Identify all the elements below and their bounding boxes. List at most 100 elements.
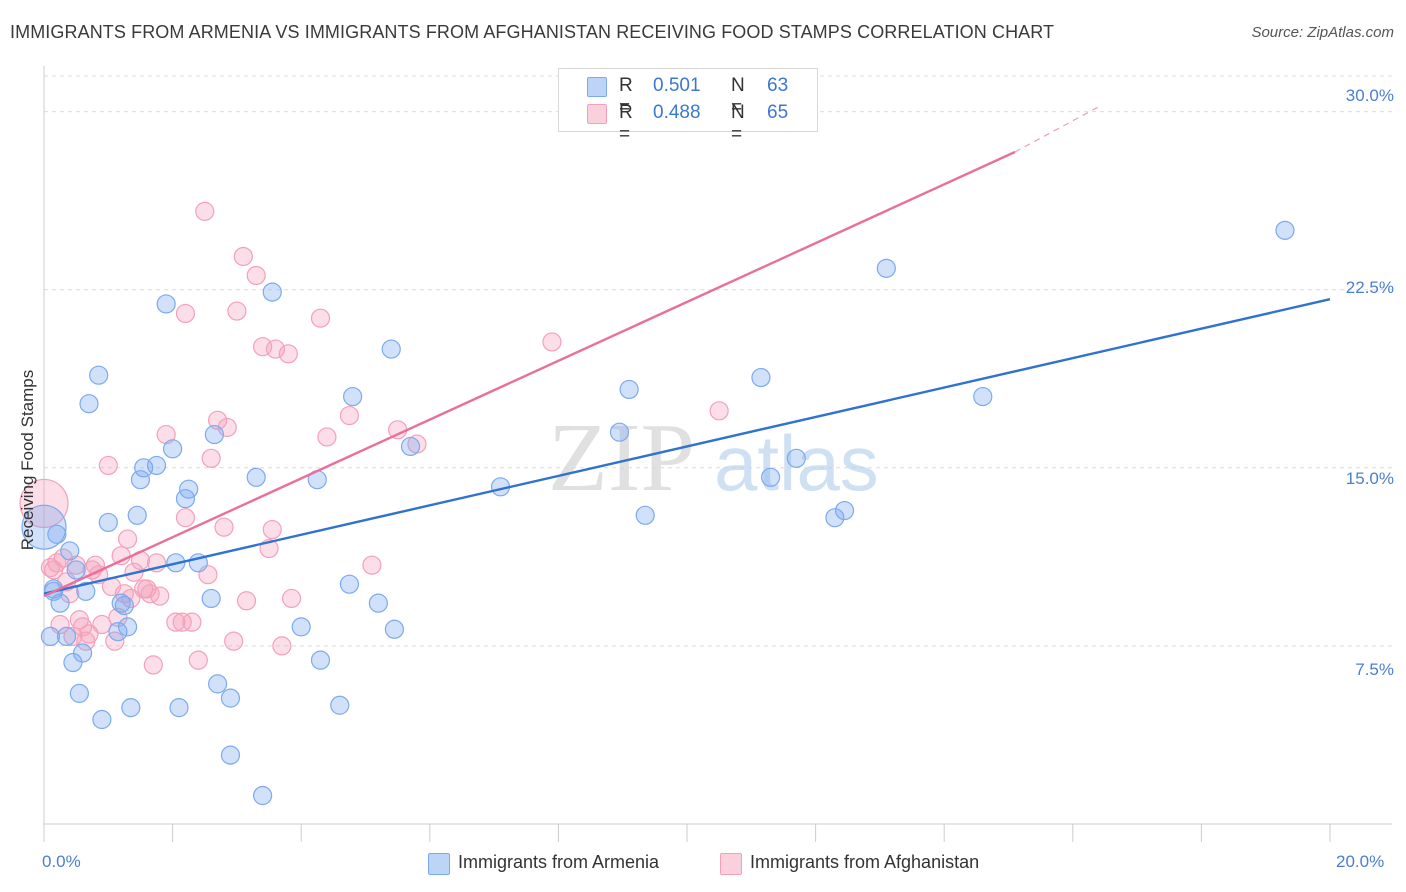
- watermark: ZIP atlas: [548, 404, 879, 512]
- armenia-trend-line: [43, 298, 1331, 595]
- afghanistan-point: [709, 401, 729, 421]
- x-tick-label: 20.0%: [1336, 852, 1385, 871]
- y-tick-label: 7.5%: [1355, 660, 1394, 679]
- armenia-point: [146, 455, 167, 476]
- armenia-point: [368, 593, 388, 613]
- afghanistan-point: [156, 424, 176, 445]
- armenia-point: [834, 500, 855, 521]
- armenia-point: [220, 688, 241, 708]
- afghanistan-point: [339, 405, 360, 426]
- n-label: N =: [731, 75, 745, 118]
- y-tick-label: 15.0%: [1345, 469, 1394, 488]
- armenia-point: [66, 560, 86, 580]
- armenia-point: [246, 467, 266, 487]
- armenia-point: [262, 282, 282, 302]
- armenia-point: [204, 424, 224, 445]
- afghanistan-point: [195, 201, 215, 221]
- armenia-point: [609, 422, 630, 442]
- r-label: R =: [619, 102, 633, 145]
- armenia-point: [92, 709, 112, 730]
- grid-lines: [44, 75, 1392, 647]
- x-tick-label: 0.0%: [42, 852, 81, 871]
- legend-label: Immigrants from Afghanistan: [750, 852, 980, 872]
- armenia-point: [79, 394, 99, 414]
- armenia-point: [384, 619, 405, 639]
- armenia-point: [169, 698, 189, 718]
- armenia-point: [179, 479, 199, 499]
- armenia-point: [40, 626, 61, 647]
- afghanistan-point: [362, 555, 382, 575]
- afghanistan-point: [92, 614, 112, 635]
- armenia-point: [751, 367, 771, 388]
- armenia-point: [76, 581, 96, 601]
- armenia-point: [72, 643, 93, 663]
- afghanistan-point: [227, 301, 247, 321]
- armenia-point: [117, 617, 138, 637]
- armenia-point: [130, 470, 151, 490]
- armenia-point: [201, 588, 221, 609]
- afghanistan-point: [233, 246, 253, 267]
- afghanistan-point: [175, 508, 196, 528]
- armenia-swatch: [428, 853, 450, 875]
- armenia-swatch: [587, 77, 607, 97]
- afghanistan-point: [117, 529, 138, 549]
- armenia-point: [50, 593, 70, 613]
- armenia-point: [69, 683, 89, 703]
- r-value: 0.501: [653, 75, 701, 96]
- afghanistan-point: [150, 586, 170, 606]
- y-tick-label: 30.0%: [1345, 86, 1394, 105]
- afghanistan-point: [214, 517, 234, 537]
- armenia-point: [339, 574, 360, 594]
- afghanistan-trend-line: [43, 150, 1016, 598]
- armenia-point: [619, 379, 639, 400]
- afghanistan-point: [246, 265, 266, 286]
- r-value: 0.488: [653, 102, 701, 123]
- afghanistan-point: [98, 455, 118, 476]
- trend-lines: [43, 106, 1331, 598]
- afghanistan-point: [182, 612, 202, 632]
- armenia-point: [343, 386, 363, 407]
- y-axis-label: Receiving Food Stamps: [18, 369, 37, 551]
- correlation-legend: R = 0.501 N = 63 R = 0.488 N = 65: [558, 68, 818, 145]
- armenia-point: [253, 785, 273, 806]
- watermark-zip: ZIP: [548, 404, 695, 512]
- afghanistan-point: [79, 624, 99, 644]
- armenia-point: [114, 595, 134, 616]
- source-label: Source: ZipAtlas.com: [1251, 24, 1394, 41]
- armenia-point: [156, 294, 176, 314]
- afghanistan-point: [208, 410, 228, 430]
- n-value: 65: [767, 102, 789, 123]
- afghanistan-point: [281, 588, 302, 609]
- legend-label: Immigrants from Armenia: [458, 852, 660, 872]
- afghanistan-swatch: [720, 853, 742, 875]
- afghanistan-point: [317, 427, 337, 447]
- y-tick-label: 22.5%: [1345, 278, 1394, 297]
- afghanistan-point: [172, 612, 192, 632]
- armenia-point: [760, 467, 781, 487]
- armenia-point: [330, 695, 350, 715]
- armenia-point: [291, 617, 311, 637]
- armenia-point: [208, 674, 228, 694]
- afghanistan-point: [175, 303, 196, 324]
- afghanistan-point: [310, 308, 331, 328]
- armenia-point: [111, 593, 131, 613]
- armenia-point: [786, 448, 806, 468]
- armenia-point: [127, 505, 147, 525]
- afghanistan-point: [19, 478, 69, 529]
- n-value: 63: [767, 75, 789, 96]
- armenia-point: [635, 505, 655, 525]
- afghanistan-point: [542, 332, 562, 352]
- afghanistan-swatch: [587, 104, 607, 124]
- afghanistan-point: [166, 612, 186, 632]
- afghanistan-point: [143, 655, 163, 675]
- armenia-point: [400, 436, 421, 457]
- armenia-point: [163, 439, 183, 459]
- armenia-point: [220, 745, 241, 765]
- n-label: N =: [731, 102, 745, 145]
- afghanistan-point: [262, 519, 282, 540]
- armenia-point: [381, 339, 401, 359]
- armenia-point: [21, 504, 67, 550]
- afghanistan-point: [272, 636, 292, 656]
- axes: [43, 66, 1392, 842]
